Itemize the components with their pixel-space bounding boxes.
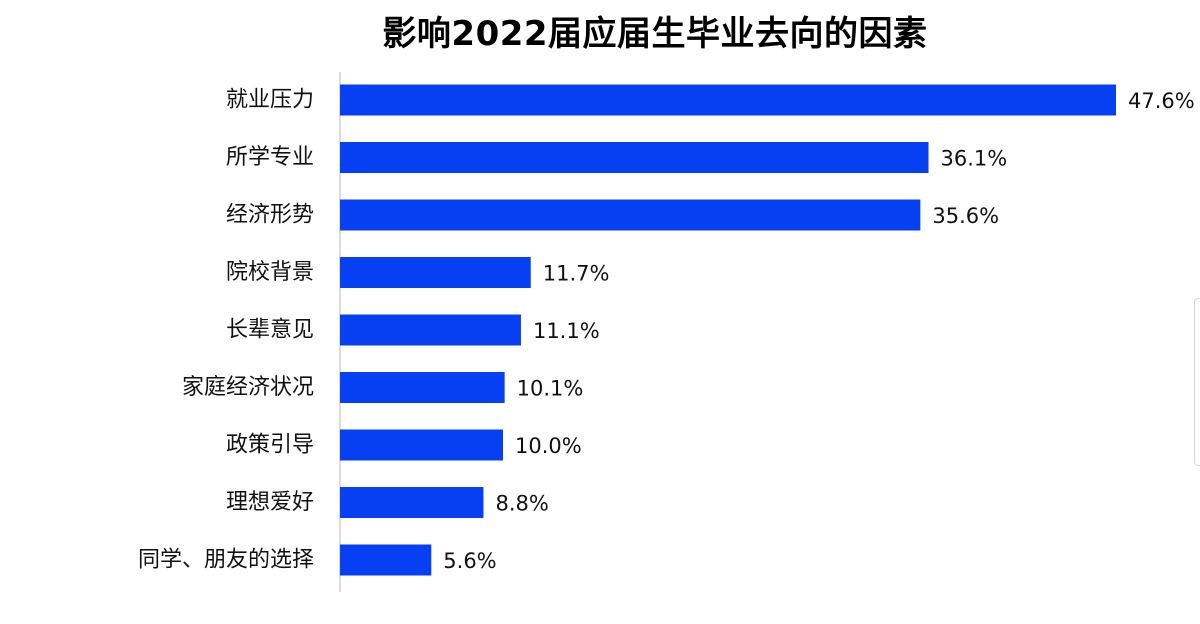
category-label: 理想爱好 — [226, 490, 314, 515]
value-label: 35.6% — [932, 204, 999, 228]
bar — [340, 142, 929, 173]
category-label: 就业压力 — [226, 88, 314, 113]
value-label: 10.0% — [515, 434, 582, 458]
value-label: 11.7% — [543, 262, 610, 286]
value-label: 5.6% — [443, 549, 496, 573]
category-label: 家庭经济状况 — [182, 375, 314, 400]
bar — [340, 257, 531, 288]
category-label: 同学、朋友的选择 — [138, 548, 314, 573]
value-label: 11.1% — [533, 319, 600, 343]
value-label: 36.1% — [941, 147, 1008, 171]
value-label: 47.6% — [1128, 89, 1195, 113]
bar — [340, 314, 521, 346]
category-label: 经济形势 — [226, 203, 314, 228]
category-label: 政策引导 — [226, 433, 314, 458]
category-label: 院校背景 — [226, 260, 314, 285]
scrollbar-edge — [1194, 298, 1200, 466]
category-label: 长辈意见 — [226, 318, 314, 343]
bar — [340, 372, 505, 403]
bar — [340, 199, 921, 231]
bar — [340, 544, 432, 576]
value-label: 8.8% — [495, 492, 548, 516]
value-label: 10.1% — [517, 377, 584, 401]
bar — [340, 487, 484, 518]
bar — [340, 84, 1116, 116]
bar — [340, 429, 504, 461]
category-label: 所学专业 — [226, 145, 314, 170]
chart-title: 影响2022届应届生毕业去向的因素 — [382, 14, 928, 54]
